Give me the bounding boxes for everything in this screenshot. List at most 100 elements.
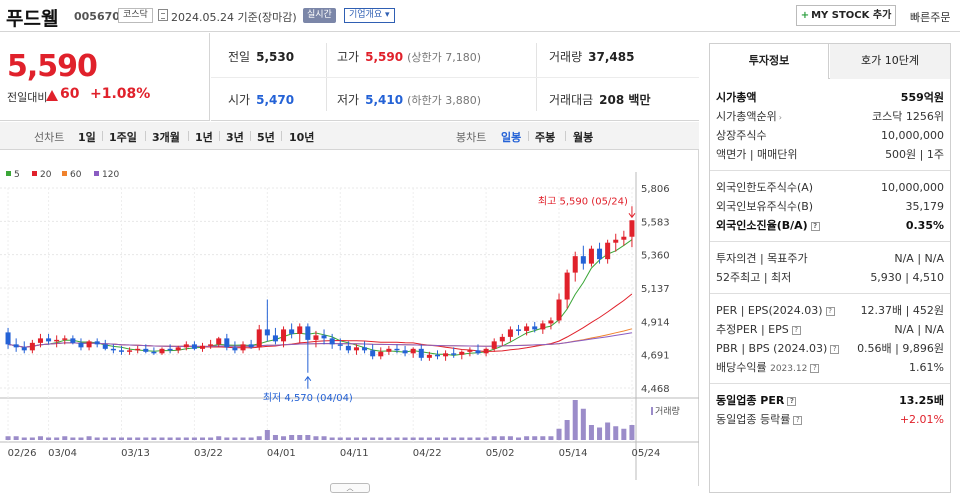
candle-body xyxy=(564,272,570,300)
period-3m[interactable]: 3개월 xyxy=(152,131,180,144)
volume-bar xyxy=(321,436,327,440)
help-icon[interactable]: ? xyxy=(810,222,820,231)
stat-amount: 거래대금 208 백만 xyxy=(549,91,650,108)
volume-bar xyxy=(434,437,440,440)
candle-body xyxy=(70,338,76,343)
legend-ma20: 20 xyxy=(32,170,51,180)
volume-bar xyxy=(305,435,311,440)
volume-bar xyxy=(467,437,473,440)
period-10y[interactable]: 10년 xyxy=(289,131,315,144)
candle-body xyxy=(532,326,538,330)
row-label-text: PBR | BPS (2024.03) xyxy=(716,342,828,355)
divider xyxy=(710,293,950,294)
row-label-text: 추정PER | EPS xyxy=(716,323,789,336)
divider xyxy=(281,131,282,141)
tab-orderbook[interactable]: 호가 10단계 xyxy=(830,44,950,79)
candle-body xyxy=(13,344,19,348)
x-tick-label: 04/22 xyxy=(413,448,442,459)
legend-swatch xyxy=(32,171,37,176)
stat-label: 저가 xyxy=(337,93,360,107)
divider xyxy=(145,131,146,141)
volume-bar xyxy=(524,436,530,440)
candle-body xyxy=(240,344,246,351)
stat-low: 저가 5,410 (하한가 3,880) xyxy=(337,91,481,108)
row-label-text: 시가총액순위 xyxy=(716,110,777,123)
row-label: 액면가 | 매매단위 xyxy=(716,148,798,161)
volume-bar xyxy=(159,437,165,440)
divider xyxy=(565,131,566,141)
candle-body xyxy=(451,353,457,355)
volume-bar xyxy=(281,436,287,440)
candle-body xyxy=(272,335,278,342)
divider xyxy=(211,77,699,78)
volume-bar xyxy=(175,437,181,440)
period-1d[interactable]: 1일 xyxy=(78,131,96,144)
stat-value: 208 백만 xyxy=(599,93,651,107)
stock-chart[interactable]: 5,806 5,583 5,360 5,137 4,914 4,691 4,468 02/26… xyxy=(0,150,699,486)
volume-bar xyxy=(483,437,489,440)
row-label[interactable]: 시가총액순위 › xyxy=(716,109,782,126)
volume-bar xyxy=(208,437,214,440)
volume-bar xyxy=(272,435,278,440)
stat-sub: (하한가 3,880) xyxy=(407,94,481,107)
candle-body xyxy=(588,248,594,264)
volume-bar xyxy=(313,436,319,440)
row-foreign-hold: 외국인보유주식수(B) 35,179 xyxy=(716,199,944,215)
add-mystock-button[interactable]: + MY STOCK 추가 xyxy=(796,5,896,26)
help-icon[interactable]: ? xyxy=(787,397,797,406)
help-icon[interactable]: ? xyxy=(830,345,840,354)
row-value: 13.25배 xyxy=(899,394,944,407)
candle-body xyxy=(143,348,149,352)
candle-body xyxy=(467,350,473,352)
volume-bar xyxy=(556,428,562,440)
company-overview-dropdown[interactable]: 기업개요 ▾ xyxy=(344,8,395,23)
row-value: 35,179 xyxy=(905,200,945,213)
quick-order-link[interactable]: 빠른주문 xyxy=(910,11,951,24)
candle-body xyxy=(264,329,270,336)
stat-value: 5,410 xyxy=(365,93,404,107)
volume-bar xyxy=(475,437,481,440)
period-5y[interactable]: 5년 xyxy=(257,131,275,144)
candle-weekly[interactable]: 주봉 xyxy=(535,131,556,144)
row-label: 배당수익률 2023.12? xyxy=(716,360,820,377)
candle-body xyxy=(402,350,408,354)
candle-body xyxy=(597,248,603,260)
volume-bar xyxy=(532,436,538,440)
help-icon[interactable]: ? xyxy=(793,416,803,425)
candle-body xyxy=(224,338,230,348)
add-mystock-label: MY STOCK 추가 xyxy=(811,10,892,21)
volume-bar xyxy=(86,436,92,440)
period-1w[interactable]: 1주일 xyxy=(109,131,137,144)
volume-bar xyxy=(29,437,35,440)
candle-chart-svg[interactable]: 5,806 5,583 5,360 5,137 4,914 4,691 4,468 02/26… xyxy=(0,150,699,486)
candle-body xyxy=(102,344,108,349)
chart-scroll-handle[interactable]: ︿ xyxy=(330,483,370,493)
period-3y[interactable]: 3년 xyxy=(226,131,244,144)
volume-bar xyxy=(289,435,295,440)
help-icon[interactable]: ? xyxy=(825,307,835,316)
row-label: 상장주식수 xyxy=(716,129,767,142)
volume-bar xyxy=(256,436,262,440)
candle-monthly[interactable]: 월봉 xyxy=(573,131,594,144)
row-label-text: 외국인소진율(B/A) xyxy=(716,219,808,232)
document-icon[interactable] xyxy=(158,9,168,21)
max-annotation: 최고 5,590 (05/24) xyxy=(538,195,628,207)
stat-high: 고가 5,590 (상한가 7,180) xyxy=(337,48,481,65)
stock-header: 푸드웰 005670 코스닥 2024.05.24 기준(장마감) 실시간 기업… xyxy=(0,0,960,32)
min-annotation: 최저 4,570 (04/04) xyxy=(263,392,353,404)
volume-bar xyxy=(5,436,11,440)
min-arrow-icon xyxy=(304,375,312,389)
row-dividend: 배당수익률 2023.12? 1.61% xyxy=(716,360,944,376)
tab-investment-info[interactable]: 투자정보 xyxy=(710,44,829,79)
chart-period-bar: 선차트 1일 1주일 3개월 1년 3년 5년 10년 봉차트 일봉 주봉 월봉 xyxy=(0,122,699,150)
candle-body xyxy=(524,326,530,331)
candle-daily[interactable]: 일봉 xyxy=(501,131,522,144)
candle-body xyxy=(62,338,68,340)
row-per: PER | EPS(2024.03)? 12.37배 | 452원 xyxy=(716,303,944,319)
volume-bar xyxy=(394,437,400,440)
period-1y[interactable]: 1년 xyxy=(195,131,213,144)
candle-body xyxy=(459,351,465,355)
help-icon[interactable]: ? xyxy=(791,326,801,335)
row-value: 0.56배 | 9,896원 xyxy=(857,342,944,355)
help-icon[interactable]: ? xyxy=(810,364,820,373)
